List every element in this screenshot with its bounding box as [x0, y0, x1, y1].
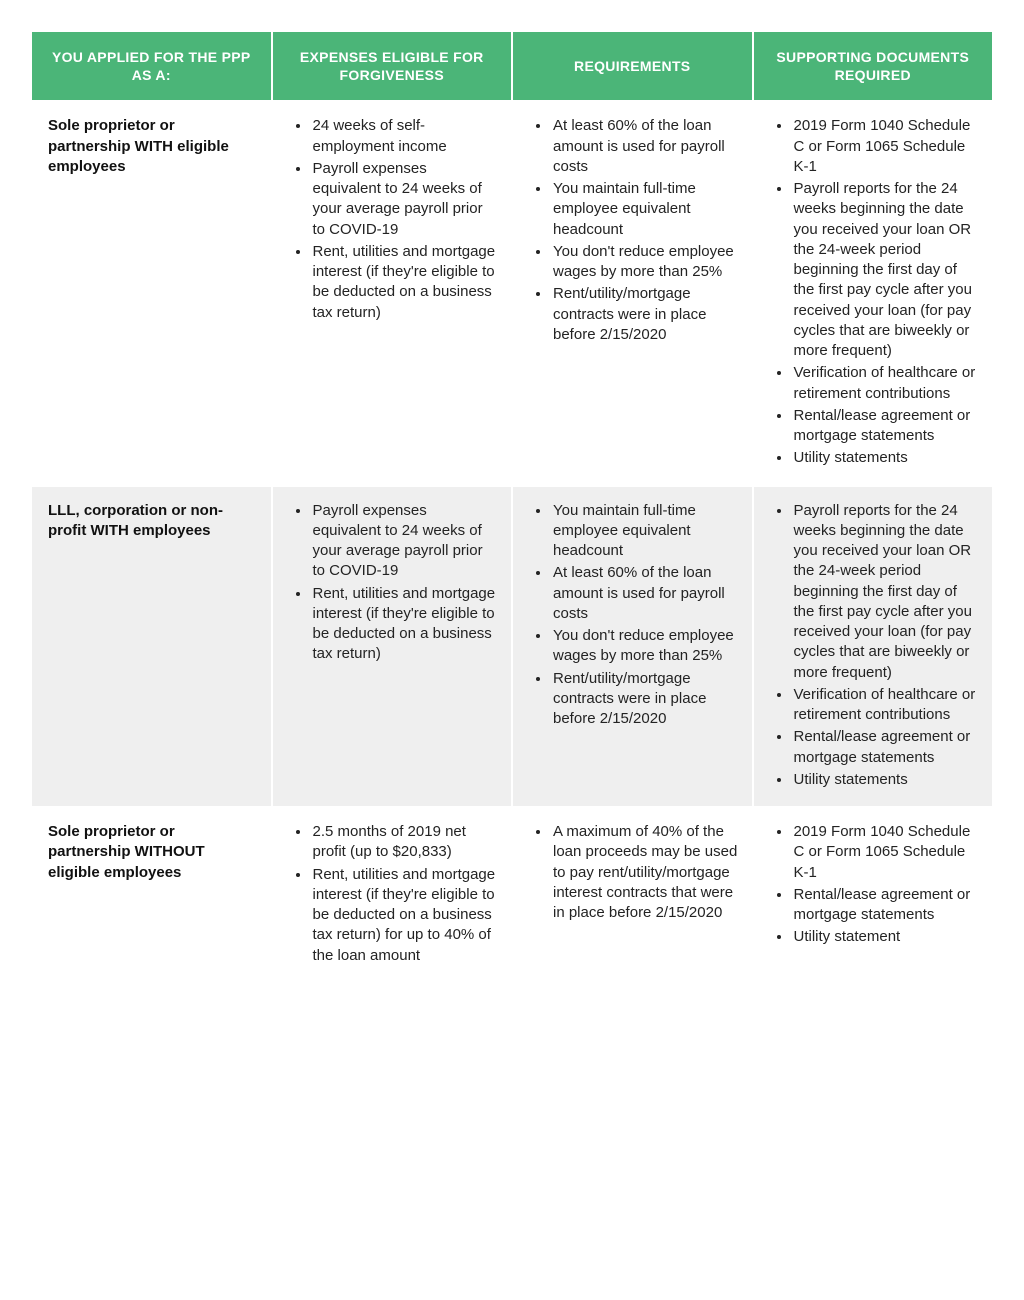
list-item: Verification of healthcare or retirement… — [792, 363, 981, 404]
list-item: 24 weeks of self-employment income — [311, 116, 500, 157]
list-item: You don't reduce employee wages by more … — [551, 626, 740, 667]
table-row: Sole proprietor or partnership WITH elig… — [31, 101, 993, 485]
list-item: You don't reduce employee wages by more … — [551, 242, 740, 283]
col-expenses: EXPENSES ELIGIBLE FOR FORGIVENESS — [272, 31, 513, 101]
col-requirements: REQUIREMENTS — [512, 31, 753, 101]
documents-list: Payroll reports for the 24 weeks beginni… — [770, 501, 981, 791]
list-item: 2019 Form 1040 Schedule C or Form 1065 S… — [792, 116, 981, 177]
cell-documents: Payroll reports for the 24 weeks beginni… — [753, 486, 994, 808]
list-item: You maintain full-time employee equivale… — [551, 501, 740, 562]
list-item: Utility statement — [792, 927, 981, 947]
list-item: Payroll expenses equivalent to 24 weeks … — [311, 159, 500, 240]
list-item: Rent, utilities and mortgage interest (i… — [311, 242, 500, 323]
list-item: Payroll reports for the 24 weeks beginni… — [792, 179, 981, 361]
list-item: Rent, utilities and mortgage interest (i… — [311, 584, 500, 665]
cell-requirements: A maximum of 40% of the loan proceeds ma… — [512, 807, 753, 983]
cell-expenses: 24 weeks of self-employment incomePayrol… — [272, 101, 513, 485]
expenses-list: 24 weeks of self-employment incomePayrol… — [289, 116, 500, 323]
cell-expenses: Payroll expenses equivalent to 24 weeks … — [272, 486, 513, 808]
requirements-list: You maintain full-time employee equivale… — [529, 501, 740, 730]
col-applied-as: YOU APPLIED FOR THE PPP AS A: — [31, 31, 272, 101]
col-documents: SUPPORTING DOCUMENTS REQUIRED — [753, 31, 994, 101]
expenses-list: 2.5 months of 2019 net profit (up to $20… — [289, 822, 500, 966]
list-item: Rent, utilities and mortgage interest (i… — [311, 865, 500, 966]
list-item: Rent/utility/mortgage contracts were in … — [551, 284, 740, 345]
list-item: Rental/lease agreement or mortgage state… — [792, 727, 981, 768]
ppp-forgiveness-table: YOU APPLIED FOR THE PPP AS A: EXPENSES E… — [30, 30, 994, 984]
list-item: Utility statements — [792, 448, 981, 468]
cell-applied-as: LLL, corporation or non-profit WITH empl… — [31, 486, 272, 808]
table-row: LLL, corporation or non-profit WITH empl… — [31, 486, 993, 808]
list-item: Rental/lease agreement or mortgage state… — [792, 885, 981, 926]
list-item: Payroll expenses equivalent to 24 weeks … — [311, 501, 500, 582]
header-row: YOU APPLIED FOR THE PPP AS A: EXPENSES E… — [31, 31, 993, 101]
list-item: Rental/lease agreement or mortgage state… — [792, 406, 981, 447]
list-item: Verification of healthcare or retirement… — [792, 685, 981, 726]
list-item: A maximum of 40% of the loan proceeds ma… — [551, 822, 740, 923]
cell-expenses: 2.5 months of 2019 net profit (up to $20… — [272, 807, 513, 983]
cell-documents: 2019 Form 1040 Schedule C or Form 1065 S… — [753, 807, 994, 983]
list-item: Utility statements — [792, 770, 981, 790]
documents-list: 2019 Form 1040 Schedule C or Form 1065 S… — [770, 116, 981, 468]
cell-requirements: You maintain full-time employee equivale… — [512, 486, 753, 808]
list-item: At least 60% of the loan amount is used … — [551, 563, 740, 624]
cell-applied-as: Sole proprietor or partnership WITH elig… — [31, 101, 272, 485]
cell-applied-as: Sole proprietor or partnership WITHOUT e… — [31, 807, 272, 983]
list-item: Rent/utility/mortgage contracts were in … — [551, 669, 740, 730]
list-item: At least 60% of the loan amount is used … — [551, 116, 740, 177]
cell-documents: 2019 Form 1040 Schedule C or Form 1065 S… — [753, 101, 994, 485]
documents-list: 2019 Form 1040 Schedule C or Form 1065 S… — [770, 822, 981, 948]
list-item: 2.5 months of 2019 net profit (up to $20… — [311, 822, 500, 863]
table-body: Sole proprietor or partnership WITH elig… — [31, 101, 993, 983]
cell-requirements: At least 60% of the loan amount is used … — [512, 101, 753, 485]
requirements-list: A maximum of 40% of the loan proceeds ma… — [529, 822, 740, 923]
table-row: Sole proprietor or partnership WITHOUT e… — [31, 807, 993, 983]
requirements-list: At least 60% of the loan amount is used … — [529, 116, 740, 345]
list-item: Payroll reports for the 24 weeks beginni… — [792, 501, 981, 683]
list-item: You maintain full-time employee equivale… — [551, 179, 740, 240]
list-item: 2019 Form 1040 Schedule C or Form 1065 S… — [792, 822, 981, 883]
expenses-list: Payroll expenses equivalent to 24 weeks … — [289, 501, 500, 665]
